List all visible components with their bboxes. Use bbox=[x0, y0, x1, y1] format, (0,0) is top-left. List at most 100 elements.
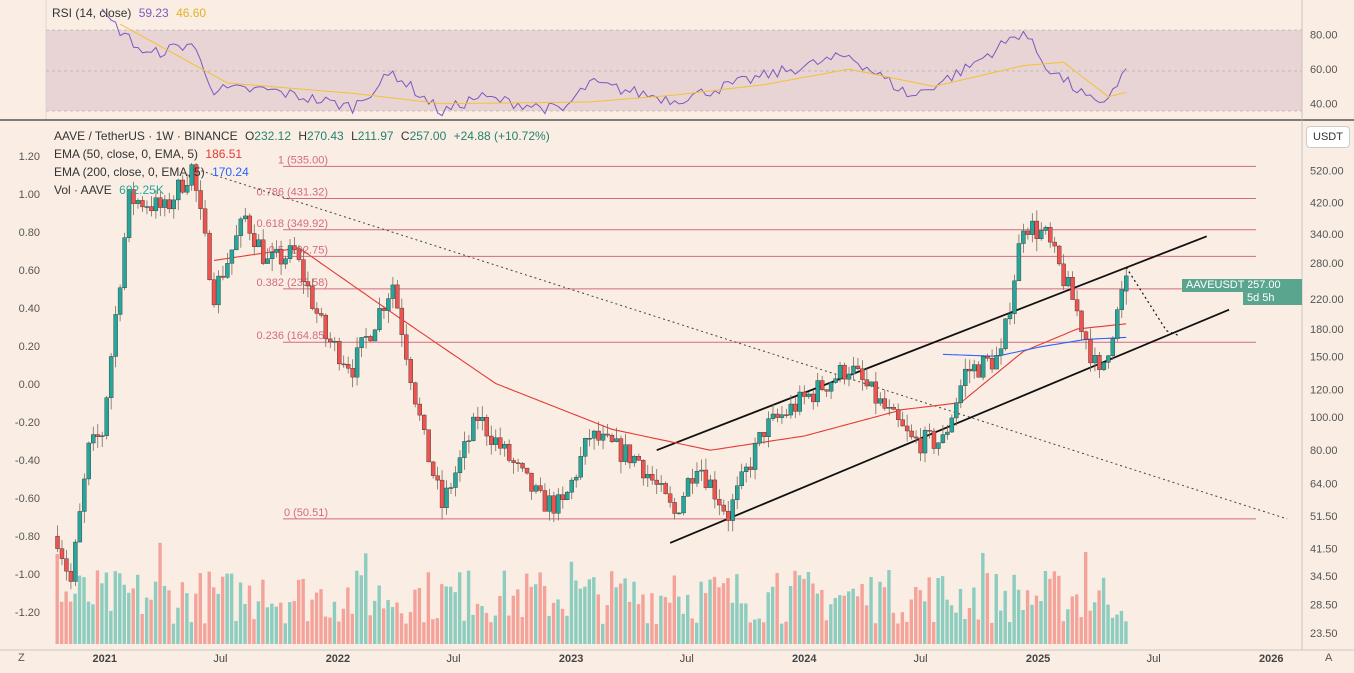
candle-body bbox=[538, 485, 543, 491]
candle-body bbox=[690, 478, 695, 484]
volume-bar bbox=[140, 613, 144, 644]
fib-label: 0.236 (164.85) bbox=[256, 330, 328, 342]
volume-bar bbox=[614, 587, 618, 644]
candle-body bbox=[390, 284, 396, 299]
price-axis[interactable]: 640.00520.00420.00340.00280.00220.00180.… bbox=[1310, 135, 1344, 641]
candle-body bbox=[703, 469, 709, 488]
volume-bar bbox=[1070, 596, 1074, 644]
volume-bar bbox=[802, 578, 806, 644]
volume-bar bbox=[288, 602, 292, 644]
volume-bar bbox=[748, 622, 753, 644]
candle-body bbox=[207, 232, 212, 280]
candle-body bbox=[591, 430, 597, 439]
volume-bar bbox=[533, 584, 538, 644]
candle-body bbox=[846, 373, 852, 380]
price-tick-label: 520.00 bbox=[1310, 166, 1344, 178]
candle-body bbox=[377, 308, 382, 331]
volume-bar bbox=[967, 607, 972, 644]
volume-bar bbox=[413, 589, 417, 644]
candle-body bbox=[274, 248, 279, 253]
rsi-legend[interactable]: RSI (14, close) 59.23 46.60 bbox=[52, 6, 210, 20]
candle-body bbox=[283, 258, 288, 265]
volume-bar bbox=[1124, 621, 1128, 644]
candle-body bbox=[426, 429, 431, 463]
candle-body bbox=[779, 414, 785, 418]
currency-button[interactable]: USDT bbox=[1306, 126, 1350, 148]
volume-bar bbox=[708, 579, 712, 644]
volume-bar bbox=[663, 597, 668, 644]
volume-bar bbox=[247, 585, 252, 644]
volume-bar bbox=[686, 594, 690, 644]
left-tick-label: 0.80 bbox=[19, 227, 40, 239]
candle-body bbox=[193, 164, 199, 191]
candle-body bbox=[730, 499, 735, 521]
volume-bar bbox=[1021, 609, 1025, 644]
ema200-legend[interactable]: EMA (200, close, 0, EMA, 5) 170.24 bbox=[54, 165, 253, 179]
volume-bar bbox=[1119, 610, 1124, 644]
candle-body bbox=[220, 275, 226, 278]
candle-body bbox=[368, 336, 373, 342]
volume-bar bbox=[176, 607, 180, 644]
candle-body bbox=[404, 334, 409, 360]
ema200-line bbox=[942, 336, 1127, 357]
candle-body bbox=[350, 368, 355, 378]
candle-body bbox=[310, 285, 315, 309]
volume-bar bbox=[578, 588, 583, 644]
candle-body bbox=[1003, 318, 1008, 349]
volume-bar bbox=[694, 622, 699, 644]
candle-body bbox=[752, 443, 758, 470]
candle-body bbox=[1110, 338, 1116, 356]
candle-body bbox=[775, 413, 780, 418]
volume-bar bbox=[864, 605, 869, 644]
candle-body bbox=[632, 456, 637, 464]
candle-body bbox=[238, 218, 244, 236]
time-axis[interactable]: 2021 Jul 2022 Jul 2023 Jul 2024 Jul 2025 Jul 2026 bbox=[93, 653, 1284, 665]
volume-legend[interactable]: Vol · AAVE 692.25K bbox=[54, 183, 168, 197]
log-scale-toggle[interactable]: Z bbox=[18, 652, 25, 664]
volume-bar bbox=[91, 604, 95, 644]
candle-body bbox=[466, 440, 472, 442]
volume-bar bbox=[194, 593, 198, 644]
volume-bar bbox=[1083, 551, 1088, 644]
volume-bar bbox=[346, 587, 350, 644]
volume-bar bbox=[153, 581, 158, 644]
candle-body bbox=[609, 435, 615, 442]
volume-bar bbox=[471, 614, 475, 644]
candle-body bbox=[301, 259, 306, 282]
candle-body bbox=[135, 200, 141, 204]
volume-bar bbox=[144, 597, 149, 644]
candle-body bbox=[216, 275, 221, 306]
rsi-legend-label: RSI (14, close) bbox=[52, 6, 132, 20]
candle-body bbox=[77, 511, 83, 543]
candle-body bbox=[658, 483, 664, 485]
candle-body bbox=[1106, 355, 1111, 363]
ohlc-o-label: O bbox=[244, 129, 255, 143]
volume-bar bbox=[122, 584, 126, 644]
auto-scale-toggle[interactable]: A bbox=[1325, 652, 1333, 664]
candle-body bbox=[417, 403, 422, 416]
candle-body bbox=[198, 190, 203, 209]
volume-bar bbox=[999, 610, 1003, 644]
volume-bar bbox=[520, 617, 524, 644]
candle-body bbox=[1101, 362, 1107, 370]
candle-body bbox=[940, 434, 946, 443]
symbol-legend[interactable]: AAVE / TetherUS · 1W · BINANCE O232.12 H… bbox=[54, 129, 554, 143]
time-tick-label: 2022 bbox=[326, 653, 350, 665]
volume-bar bbox=[399, 613, 404, 644]
candle-body bbox=[91, 434, 96, 444]
candle-body bbox=[770, 413, 776, 419]
candle-body bbox=[1124, 275, 1129, 292]
volume-bar bbox=[511, 595, 516, 644]
left-tick-label: -0.40 bbox=[15, 455, 40, 467]
candle-body bbox=[59, 548, 65, 559]
ema50-legend[interactable]: EMA (50, close, 0, EMA, 5) 186.51 bbox=[54, 147, 246, 161]
candle-body bbox=[64, 558, 69, 572]
candle-body bbox=[448, 487, 454, 489]
candle-body bbox=[927, 429, 932, 432]
ohlc-close: 257.00 bbox=[409, 129, 447, 143]
volume-bar bbox=[569, 561, 574, 644]
volume-bar bbox=[1061, 621, 1066, 644]
volume-bar bbox=[560, 608, 565, 644]
